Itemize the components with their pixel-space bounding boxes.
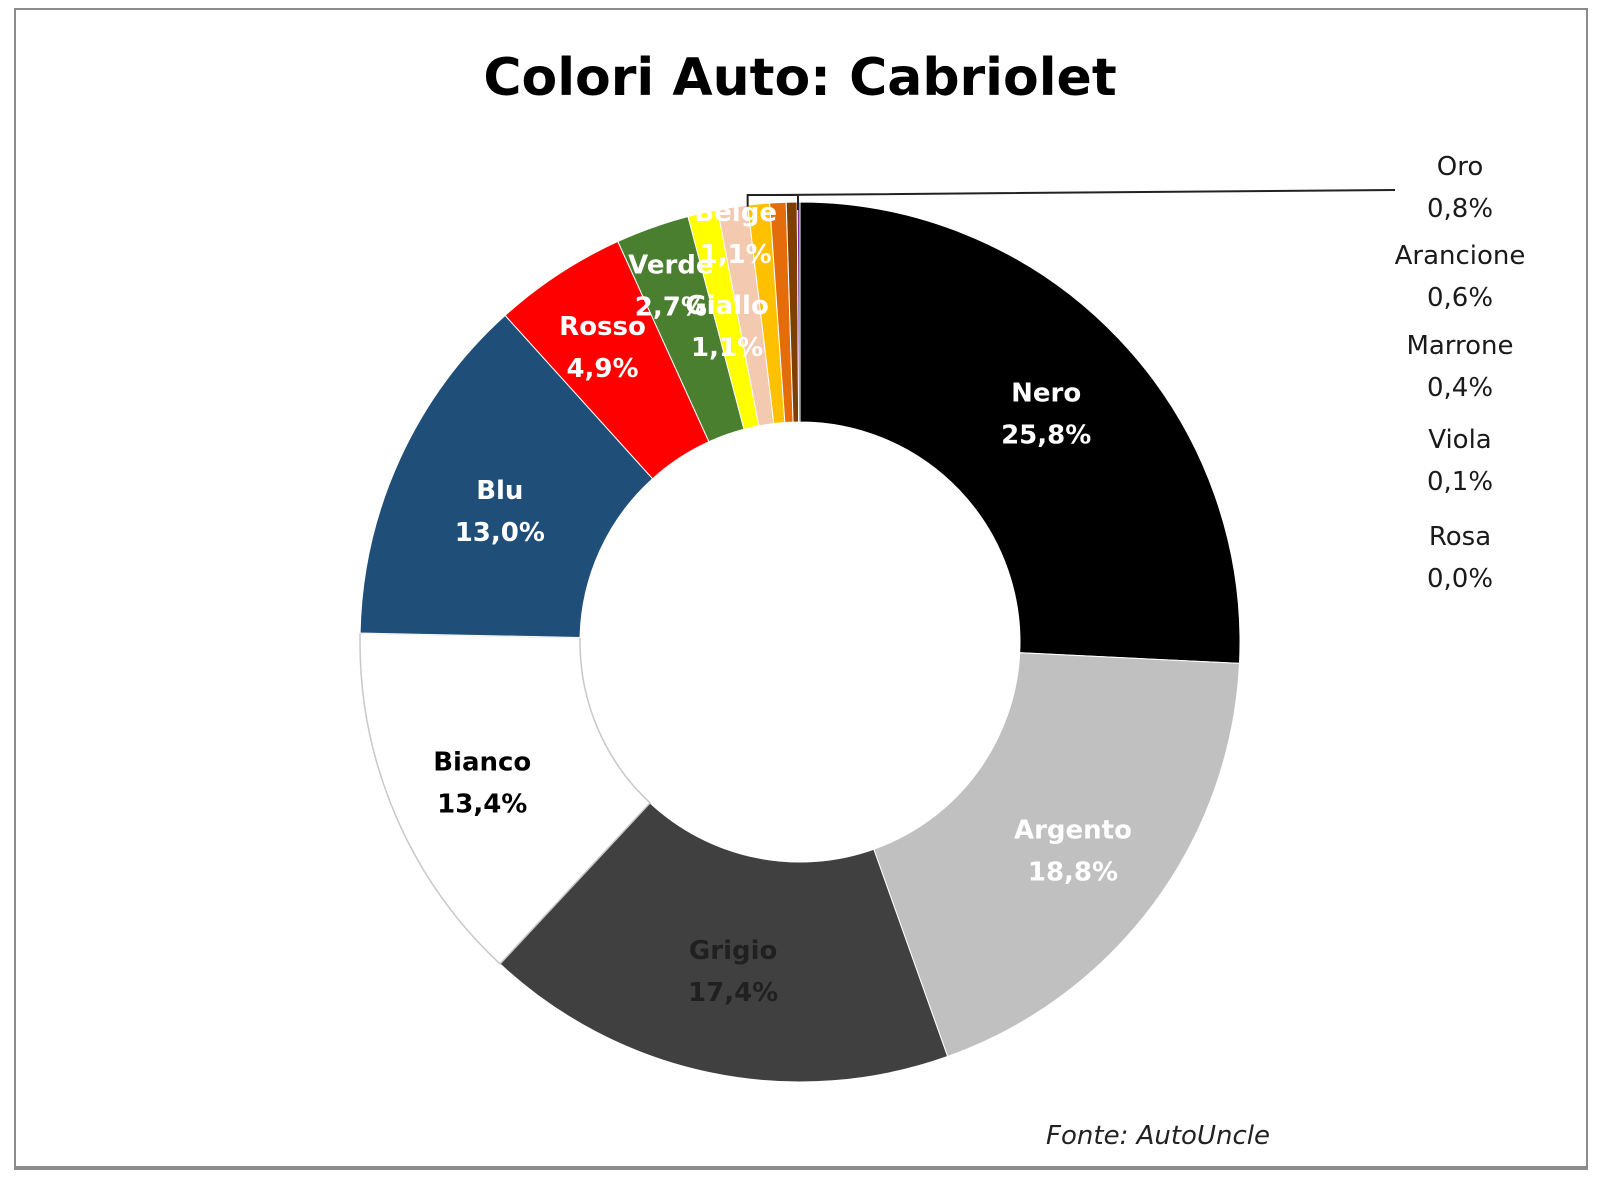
slice-value-nero: 25,8% (1001, 421, 1091, 451)
slice-grigio (499, 802, 949, 1083)
slice-labels-group: Nero 25,8% Argento 18,8% Grigio 17,4% Bianco 13… (433, 152, 1525, 1008)
slice-value-arancione: 0,6% (1427, 283, 1493, 313)
slice-value-rosso: 4,9% (566, 354, 638, 384)
source-note: Fonte: AutoUncle (1046, 1121, 1270, 1151)
slice-label-verde: Verde (628, 250, 713, 280)
slice-bianco (359, 632, 652, 965)
slice-label-arancione: Arancione (1395, 241, 1526, 271)
slice-label-blu: Blu (476, 476, 523, 506)
slice-label-bianco: Bianco (433, 747, 531, 777)
leader-line-group (746, 189, 1396, 210)
bottom-border (14, 1168, 1588, 1170)
slice-nero (799, 201, 1241, 664)
slice-label-marrone: Marrone (1406, 331, 1513, 361)
slice-label-oro: Oro (1437, 152, 1484, 182)
slice-value-bianco: 13,4% (437, 789, 527, 819)
leader-line (746, 189, 1396, 210)
slice-value-viola: 0,1% (1427, 467, 1493, 497)
slice-value-blu: 13,0% (455, 518, 545, 548)
slice-value-beige: 1,1% (700, 240, 772, 270)
slice-label-rosa: Rosa (1429, 522, 1491, 552)
slices-group (359, 201, 1241, 1083)
slice-label-viola: Viola (1428, 425, 1492, 455)
slice-value-marrone: 0,4% (1427, 373, 1493, 403)
slice-label-beige: Beige (694, 198, 777, 228)
slice-value-giallo: 1,1% (691, 333, 763, 363)
slice-value-oro: 0,8% (1427, 194, 1493, 224)
slice-value-verde: 2,7% (635, 292, 707, 322)
slice-blu (359, 314, 654, 639)
slice-argento (873, 652, 1241, 1058)
slice-value-rosa: 0,0% (1427, 564, 1493, 594)
slice-value-argento: 18,8% (1028, 858, 1118, 888)
slice-label-rosso: Rosso (559, 312, 646, 342)
slice-label-argento: Argento (1014, 816, 1132, 846)
slice-value-grigio: 17,4% (688, 978, 778, 1008)
slice-label-nero: Nero (1011, 379, 1081, 409)
slice-label-grigio: Grigio (689, 936, 777, 966)
chart-title: Colori Auto: Cabriolet (483, 48, 1116, 108)
slice-label-giallo: Giallo (685, 291, 768, 321)
